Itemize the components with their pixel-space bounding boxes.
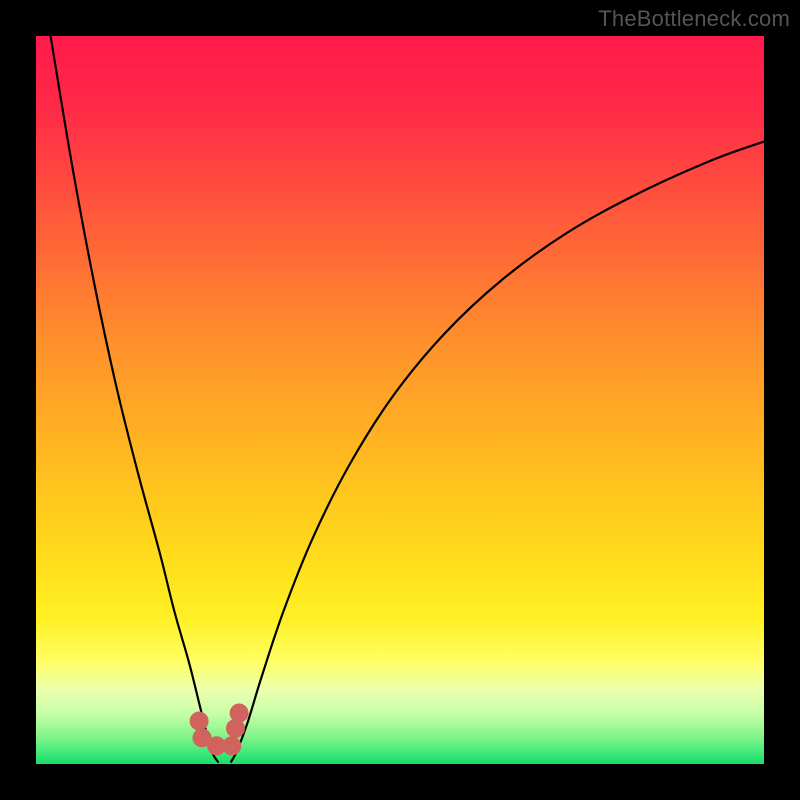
watermark-label: TheBottleneck.com [598,6,790,32]
chart-canvas: TheBottleneck.com [0,0,800,800]
plot-background-gradient [36,36,764,764]
marker-point [230,704,248,722]
marker-point [223,737,241,755]
marker-point [190,712,208,730]
bottleneck-chart-svg [0,0,800,800]
